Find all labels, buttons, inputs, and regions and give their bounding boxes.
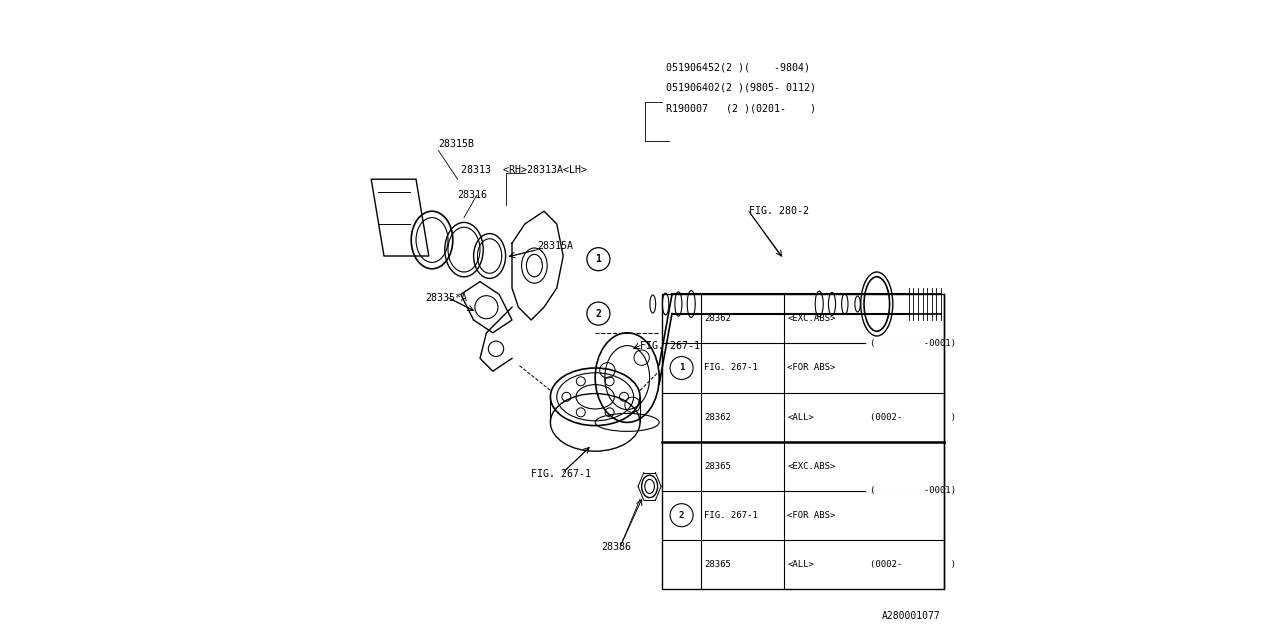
Text: 28386: 28386: [602, 542, 631, 552]
Text: <ALL>: <ALL>: [787, 560, 814, 569]
Text: 28315B: 28315B: [438, 139, 475, 149]
Text: 28365: 28365: [704, 461, 731, 470]
Text: 28315A: 28315A: [538, 241, 573, 252]
Text: 1: 1: [595, 254, 602, 264]
Text: 28313  <RH>28313A<LH>: 28313 <RH>28313A<LH>: [461, 164, 586, 175]
Text: <EXC.ABS>: <EXC.ABS>: [787, 461, 836, 470]
Circle shape: [671, 504, 694, 527]
Text: <ALL>: <ALL>: [787, 413, 814, 422]
Text: FIG. 267-1: FIG. 267-1: [531, 468, 591, 479]
Text: 28335*A: 28335*A: [425, 292, 467, 303]
Text: (0002-         ): (0002- ): [870, 560, 956, 569]
Text: 1: 1: [678, 364, 685, 372]
Text: (0002-         ): (0002- ): [870, 413, 956, 422]
Circle shape: [671, 356, 694, 380]
Text: A280001077: A280001077: [882, 611, 941, 621]
Text: 2: 2: [678, 511, 685, 520]
Polygon shape: [371, 179, 429, 256]
Text: FIG. 267-1: FIG. 267-1: [704, 511, 758, 520]
Text: 2: 2: [595, 308, 602, 319]
Text: FIG. 280-2: FIG. 280-2: [749, 206, 809, 216]
Bar: [663, 294, 945, 589]
Text: 28362: 28362: [704, 314, 731, 323]
Circle shape: [586, 302, 609, 325]
Text: <FOR ABS>: <FOR ABS>: [787, 511, 836, 520]
Text: 051906402(2 )(9805- 0112): 051906402(2 )(9805- 0112): [666, 83, 815, 93]
Circle shape: [586, 248, 609, 271]
Text: <EXC.ABS>: <EXC.ABS>: [787, 314, 836, 323]
Text: (         -0001): ( -0001): [870, 486, 956, 495]
Text: 28365: 28365: [704, 560, 731, 569]
Text: (         -0001): ( -0001): [870, 339, 956, 348]
Text: FIG. 267-1: FIG. 267-1: [640, 340, 700, 351]
Text: 051906452(2 )(    -9804): 051906452(2 )( -9804): [666, 62, 810, 72]
Text: 28316: 28316: [458, 190, 488, 200]
Text: FIG. 267-1: FIG. 267-1: [704, 364, 758, 372]
Text: 28362: 28362: [704, 413, 731, 422]
Text: <FOR ABS>: <FOR ABS>: [787, 364, 836, 372]
Text: R190007   (2 )(0201-    ): R190007 (2 )(0201- ): [666, 103, 815, 113]
